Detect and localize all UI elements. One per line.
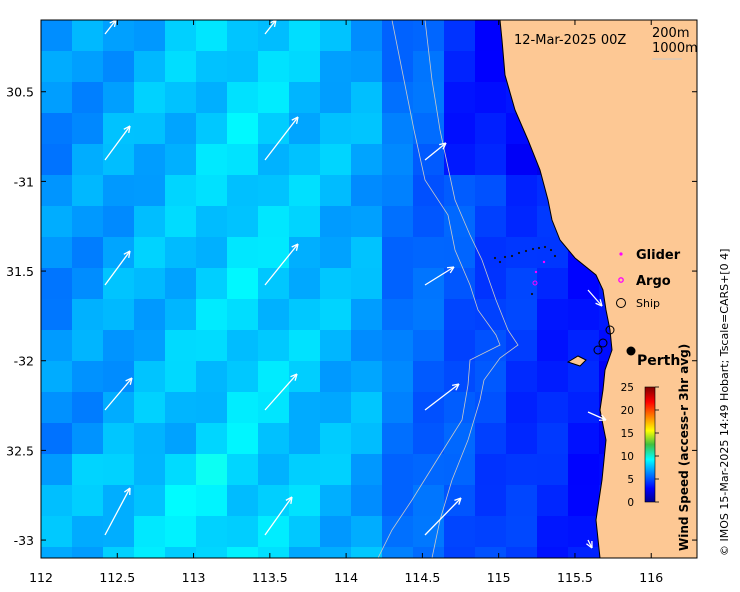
plot-frame — [40, 19, 698, 559]
wind-arrow — [104, 250, 131, 286]
wind-arrow — [586, 539, 593, 549]
wind-arrow — [264, 496, 293, 536]
ship-legend-label: Ship — [636, 297, 660, 310]
colorbar-tick-label: 0 — [627, 497, 634, 509]
wind-arrow — [424, 266, 455, 286]
glider-legend-icon — [619, 252, 623, 256]
colorbar-tick-label: 5 — [627, 474, 634, 486]
wind-arrow — [424, 383, 460, 411]
timestamp-label: 12-Mar-2025 00Z — [514, 33, 626, 48]
x-axis-ticks: 112 112.5 113 113.5 114 114.5 115 115.5 116 — [29, 20, 663, 585]
x-tick-label: 112.5 — [99, 570, 135, 585]
perth-marker — [626, 346, 636, 356]
wind-arrow — [104, 125, 131, 161]
argo-legend-icon — [618, 277, 624, 283]
colorbar-tick-label: 15 — [621, 428, 634, 440]
x-tick-label: 114.5 — [404, 570, 440, 585]
wind-vectors — [104, 20, 607, 549]
colorbar-tick-label: 20 — [621, 405, 634, 417]
colorbar — [644, 386, 656, 503]
wind-arrow — [104, 20, 117, 35]
wind-arrow — [264, 373, 298, 411]
isobath-legend-200m: 200m — [652, 26, 689, 41]
isobath-1000m — [377, 20, 501, 558]
y-tick-label: -31 — [14, 174, 34, 189]
x-tick-label: 115.5 — [557, 570, 593, 585]
y-tick-label: 32.5 — [6, 443, 34, 458]
x-tick-label: 112 — [29, 570, 53, 585]
ship-legend-icon — [616, 298, 626, 308]
wind-arrow — [587, 289, 603, 307]
glider-positions — [534, 260, 546, 274]
y-tick-label: 30.5 — [6, 85, 34, 100]
wind-arrow — [587, 411, 607, 421]
x-tick-label: 113 — [182, 570, 206, 585]
colorbar-title: Wind Speed (access-r 3hr avg) — [677, 344, 691, 551]
glider-legend-label: Glider — [636, 248, 681, 263]
wind-arrow — [264, 20, 277, 35]
argo-legend-label: Argo — [636, 274, 671, 289]
perth-label: Perth — [637, 353, 680, 369]
wind-arrow — [104, 377, 133, 411]
credit-text: © IMOS 15-Mar-2025 14:49 Hobart; Tscale=… — [718, 249, 731, 556]
y-tick-label: -33 — [14, 533, 34, 548]
colorbar-tick-label: 25 — [621, 382, 634, 394]
isobath-legend-1000m: 1000m — [652, 41, 698, 56]
x-tick-label: 116 — [639, 570, 663, 585]
wind-arrow — [104, 487, 131, 536]
isobath-200m — [424, 20, 519, 558]
glider-track — [493, 245, 557, 296]
ship-positions — [593, 325, 615, 355]
wind-arrow — [424, 497, 462, 536]
wind-arrow — [264, 243, 299, 286]
x-tick-label: 114 — [334, 570, 358, 585]
x-tick-label: 113.5 — [252, 570, 288, 585]
wind-arrow — [424, 142, 447, 161]
y-tick-label: 31.5 — [6, 264, 34, 279]
y-tick-label: -32 — [14, 354, 34, 369]
colorbar-ticks: 0 5 10 15 20 25 — [621, 382, 659, 509]
x-tick-label: 115 — [487, 570, 511, 585]
y-axis-ticks: 30.5 -31 31.5 -32 32.5 -33 — [6, 85, 697, 548]
colorbar-tick-label: 10 — [621, 451, 634, 463]
rottnest-island — [566, 355, 587, 367]
argo-float — [532, 280, 538, 286]
wind-arrow — [264, 116, 299, 161]
